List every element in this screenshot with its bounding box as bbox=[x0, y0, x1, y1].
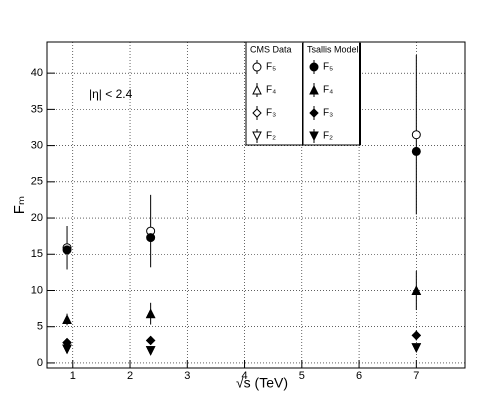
y-tick-label: 20 bbox=[31, 212, 43, 224]
legend-label: F₄ bbox=[323, 85, 333, 96]
legend-marker bbox=[252, 131, 262, 142]
y-tick-label: 35 bbox=[31, 103, 43, 115]
legend-marker bbox=[309, 84, 319, 95]
legend-marker bbox=[252, 84, 262, 95]
marker bbox=[411, 330, 422, 341]
legend-marker bbox=[252, 62, 262, 72]
annotation: |η| < 2.4 bbox=[89, 87, 133, 101]
y-tick-label: 15 bbox=[31, 248, 43, 260]
x-tick-label: 3 bbox=[184, 370, 190, 382]
x-tick-label: 6 bbox=[356, 370, 362, 382]
legend-label: F₂ bbox=[266, 131, 276, 142]
y-tick-label: 25 bbox=[31, 176, 43, 188]
y-tick-label: 5 bbox=[37, 321, 43, 333]
marker bbox=[411, 285, 422, 295]
y-tick-label: 30 bbox=[31, 140, 43, 152]
legend-label: F₄ bbox=[266, 85, 276, 96]
marker bbox=[145, 308, 156, 319]
marker bbox=[411, 343, 422, 353]
x-tick-label: 5 bbox=[299, 370, 305, 382]
marker bbox=[145, 346, 156, 356]
legend-label: F₃ bbox=[323, 108, 333, 119]
legend-label: F₃ bbox=[266, 108, 276, 119]
legend-marker bbox=[252, 108, 262, 118]
legend-title: CMS Data bbox=[250, 44, 292, 54]
legend-label: F₅ bbox=[266, 62, 276, 73]
legend-label: F₂ bbox=[323, 131, 333, 142]
x-tick-label: 1 bbox=[70, 370, 76, 382]
marker bbox=[62, 344, 72, 355]
marker bbox=[145, 335, 156, 346]
legend-marker bbox=[309, 108, 319, 118]
marker bbox=[62, 314, 72, 324]
legend-title: Tsallis Model bbox=[307, 44, 359, 54]
y-tick-label: 40 bbox=[31, 67, 43, 79]
marker bbox=[411, 130, 421, 140]
y-tick-label: 10 bbox=[31, 284, 43, 296]
x-tick-label: 7 bbox=[413, 370, 419, 382]
x-axis-label: √s (TeV) bbox=[236, 375, 288, 391]
marker bbox=[62, 245, 72, 255]
legend-label: F₅ bbox=[323, 62, 333, 73]
y-axis-label: Fₘ bbox=[11, 196, 28, 215]
marker bbox=[146, 233, 156, 243]
legend-marker bbox=[309, 131, 319, 142]
legend-marker bbox=[309, 62, 319, 72]
marker bbox=[411, 146, 421, 156]
x-tick-label: 2 bbox=[127, 370, 133, 382]
y-tick-label: 0 bbox=[37, 357, 43, 369]
x-tick-label: 4 bbox=[241, 370, 247, 382]
